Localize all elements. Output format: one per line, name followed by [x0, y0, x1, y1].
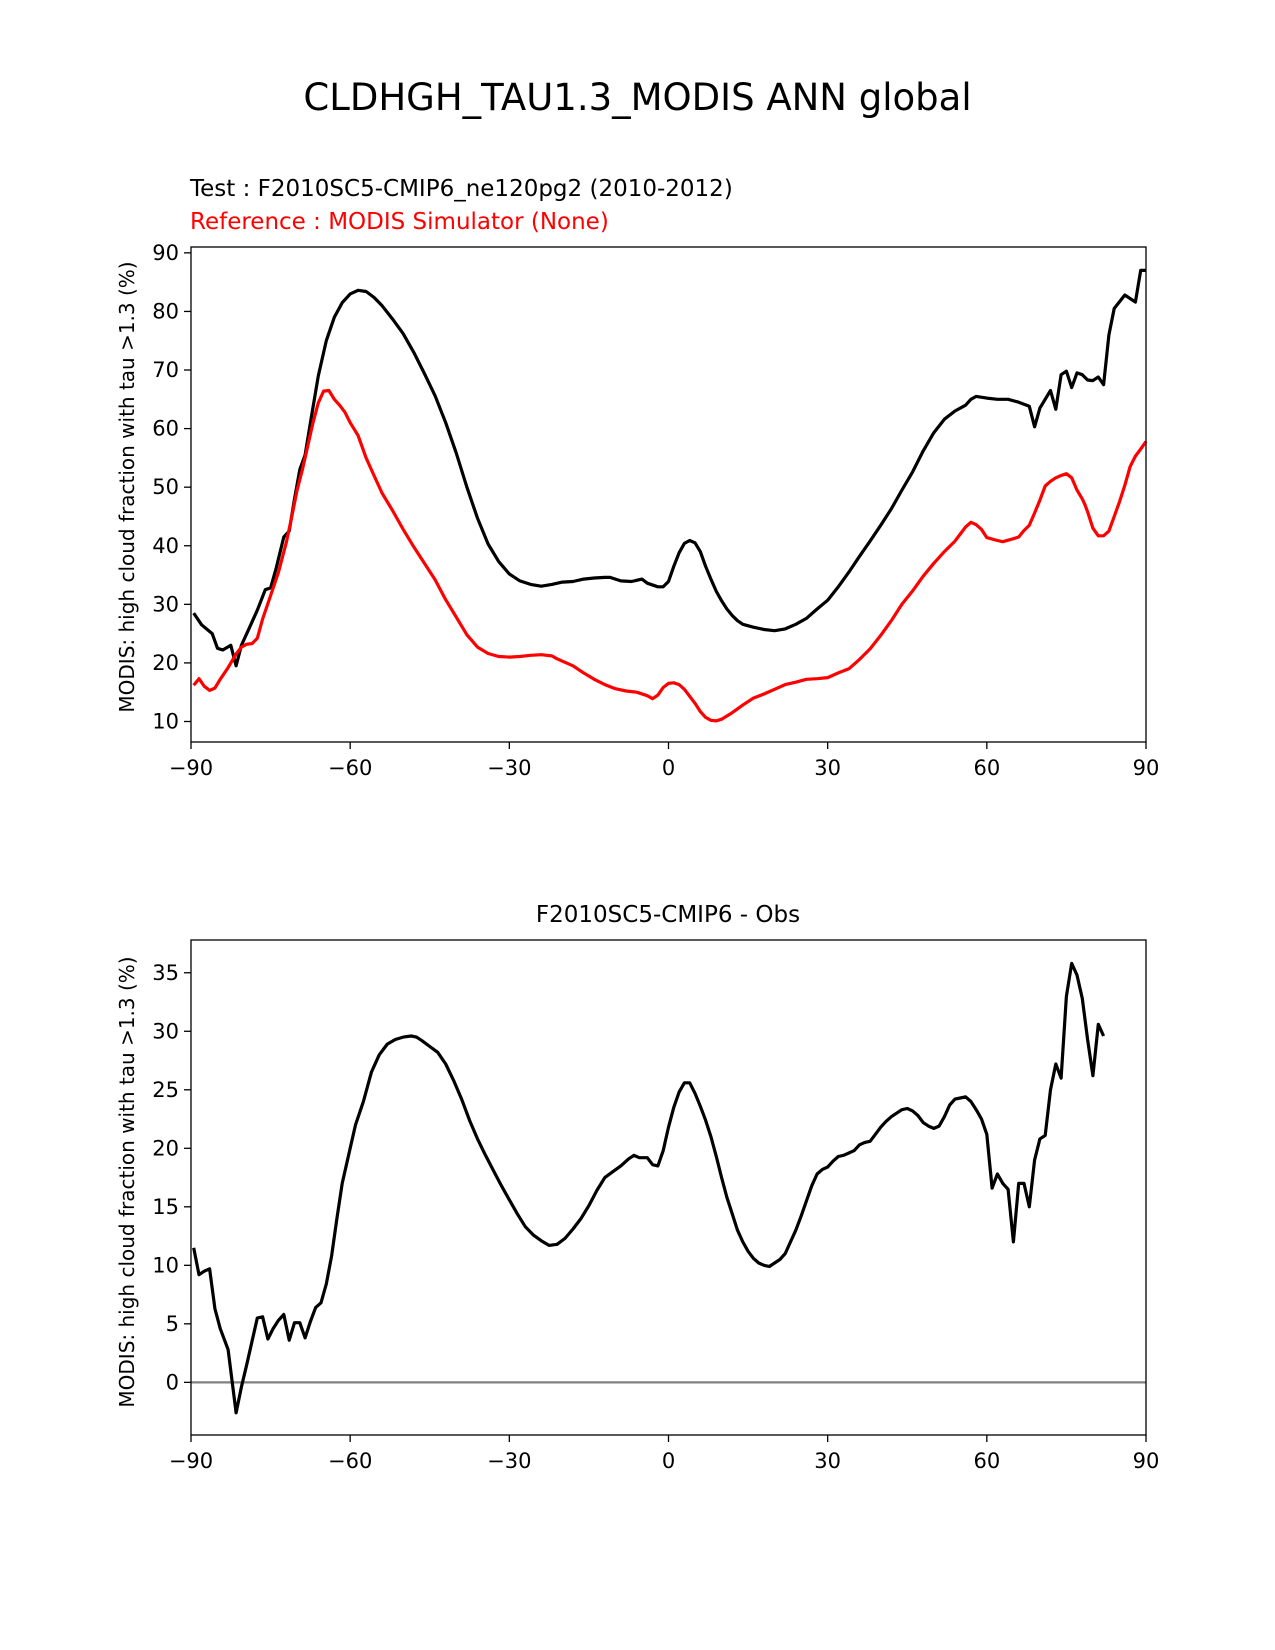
top-y-tick-label: 10 — [152, 709, 179, 733]
top-y-tick-label: 80 — [152, 299, 179, 323]
top-x-tick-label: 0 — [662, 756, 675, 780]
top-y-tick-label: 70 — [152, 358, 179, 382]
top-y-tick-label: 90 — [152, 241, 179, 265]
test-title: Test : F2010SC5-CMIP6_ne120pg2 (2010-201… — [189, 176, 733, 202]
bottom-plot-frame — [190, 939, 1147, 1436]
top-y-tick-label: 20 — [152, 651, 179, 675]
bottom-x-tick-label: −30 — [487, 1449, 531, 1473]
bottom-line-chart: F2010SC5-CMIP6 - Obs MODIS: high cloud f… — [115, 902, 1159, 1473]
bottom-y-tick-label: 25 — [152, 1078, 179, 1102]
top-series-layer — [192, 268, 1148, 723]
bottom-x-tick-label: 30 — [814, 1449, 841, 1473]
bottom-y-tick-label: 35 — [152, 961, 179, 985]
top-x-tick-label: −60 — [328, 756, 372, 780]
bottom-y-axis-label: MODIS: high cloud fraction with tau >1.3… — [115, 956, 139, 1407]
top-x-tick-label: 60 — [973, 756, 1000, 780]
difference-title: F2010SC5-CMIP6 - Obs — [536, 902, 800, 928]
bottom-y-tick-label: 10 — [152, 1253, 179, 1277]
bottom-x-tick-label: 60 — [973, 1449, 1000, 1473]
top-series-line-reference — [192, 388, 1148, 723]
top-line-chart: Test : F2010SC5-CMIP6_ne120pg2 (2010-201… — [115, 176, 1159, 780]
bottom-y-tick-label: 15 — [152, 1195, 179, 1219]
bottom-y-tick-label: 5 — [166, 1312, 179, 1336]
top-y-axis-label: MODIS: high cloud fraction with tau >1.3… — [115, 261, 139, 712]
top-plot-frame — [190, 246, 1147, 743]
bottom-x-tick-label: −90 — [169, 1449, 213, 1473]
top-y-tick-label: 40 — [152, 534, 179, 558]
bottom-x-tick-label: 90 — [1133, 1449, 1160, 1473]
bottom-series-line-difference — [192, 961, 1106, 1415]
bottom-y-tick-label: 20 — [152, 1136, 179, 1160]
top-x-tick-label: −90 — [169, 756, 213, 780]
top-y-tick-label: 50 — [152, 475, 179, 499]
bottom-series-layer — [191, 961, 1146, 1415]
top-tick-layer: −90 −60 −30 0 30 60 90 10 20 30 40 50 60 70 80 90 — [152, 241, 1159, 780]
top-x-tick-label: −30 — [487, 756, 531, 780]
bottom-y-tick-label: 30 — [152, 1019, 179, 1043]
top-x-tick-label: 30 — [814, 756, 841, 780]
figure-title: CLDHGH_TAU1.3_MODIS ANN global — [303, 76, 971, 119]
bottom-tick-layer: −90 −60 −30 0 30 60 90 0 5 10 15 20 25 30 35 — [152, 961, 1159, 1473]
reference-title: Reference : MODIS Simulator (None) — [190, 209, 609, 235]
bottom-x-tick-label: 0 — [662, 1449, 675, 1473]
top-y-tick-label: 30 — [152, 592, 179, 616]
bottom-x-tick-label: −60 — [328, 1449, 372, 1473]
bottom-y-tick-label: 0 — [166, 1370, 179, 1394]
top-y-tick-label: 60 — [152, 417, 179, 441]
top-x-tick-label: 90 — [1133, 756, 1160, 780]
top-series-line-test — [192, 268, 1146, 668]
